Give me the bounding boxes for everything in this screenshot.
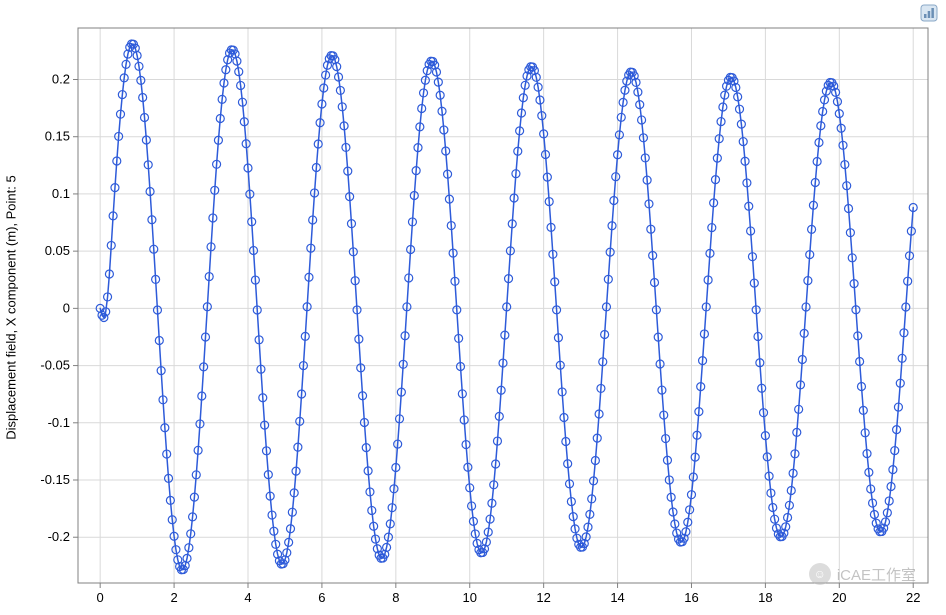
svg-text:0.1: 0.1 <box>52 186 70 201</box>
svg-text:0.15: 0.15 <box>45 129 70 144</box>
svg-text:0: 0 <box>97 590 104 605</box>
svg-text:-0.2: -0.2 <box>48 529 70 544</box>
svg-text:16: 16 <box>684 590 698 605</box>
svg-text:0.05: 0.05 <box>45 243 70 258</box>
svg-text:6: 6 <box>318 590 325 605</box>
svg-text:2: 2 <box>170 590 177 605</box>
svg-text:12: 12 <box>536 590 550 605</box>
y-axis-label: Displacement field, X component (m), Poi… <box>0 0 22 615</box>
svg-text:20: 20 <box>832 590 846 605</box>
plot-settings-icon[interactable] <box>920 4 938 22</box>
svg-text:-0.15: -0.15 <box>40 472 70 487</box>
svg-text:8: 8 <box>392 590 399 605</box>
chart-svg: 0 2 4 6 8 10 12 14 16 18 20 22 -0.2 -0.15 -0.1 -0.05 0 0.… <box>24 22 938 609</box>
svg-text:22: 22 <box>906 590 920 605</box>
y-axis-label-text: Displacement field, X component (m), Poi… <box>4 175 19 439</box>
svg-text:-0.05: -0.05 <box>40 358 70 373</box>
svg-text:-0.1: -0.1 <box>48 415 70 430</box>
svg-text:0.2: 0.2 <box>52 71 70 86</box>
svg-text:14: 14 <box>610 590 624 605</box>
plot-area: 0 2 4 6 8 10 12 14 16 18 20 22 -0.2 -0.15 -0.1 -0.05 0 0.… <box>24 22 938 609</box>
svg-text:4: 4 <box>244 590 251 605</box>
svg-text:10: 10 <box>463 590 477 605</box>
svg-text:18: 18 <box>758 590 772 605</box>
svg-text:0: 0 <box>63 300 70 315</box>
